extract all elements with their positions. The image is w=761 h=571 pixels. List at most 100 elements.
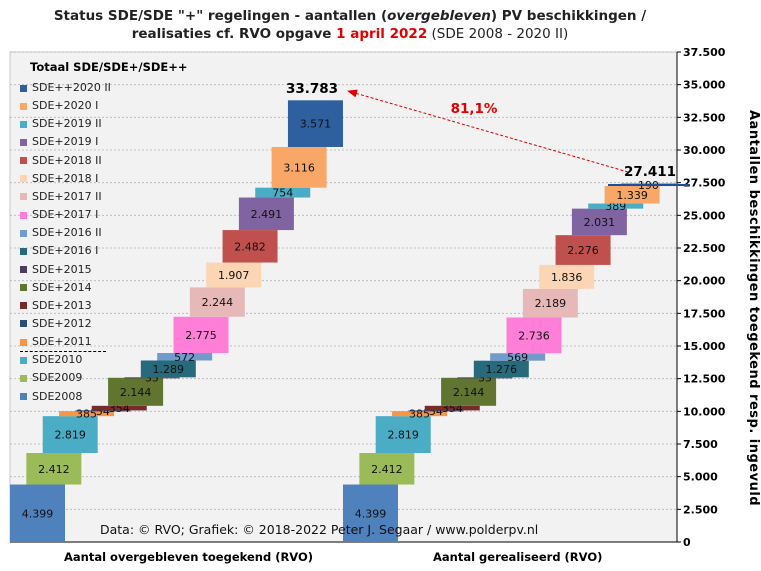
bar-data-label: 1.289 — [153, 363, 185, 376]
bar-segment — [91, 405, 147, 411]
credit-text: Data: © RVO; Grafiek: © 2018-2022 Peter … — [100, 522, 539, 537]
legend-label: SDE+2014 — [32, 280, 92, 294]
legend-item: SDE2009 — [20, 371, 82, 385]
legend-swatch — [20, 266, 27, 273]
x-label-right: Aantal gerealiseerd (RVO) — [433, 550, 603, 564]
x-label-left: Aantal overgebleven toegekend (RVO) — [64, 550, 314, 564]
bar-data-label: 3.571 — [300, 118, 332, 131]
legend-item: SDE+2016 I — [20, 244, 98, 258]
bar-segment — [408, 410, 464, 412]
y-tick-label: 22.500 — [683, 242, 726, 255]
bar-segment — [238, 197, 294, 231]
bar-data-label: 2.189 — [535, 297, 567, 310]
legend-label: SDE+2015 — [32, 262, 92, 276]
bar-data-label: 4.399 — [355, 507, 387, 520]
bar-data-label: 2.819 — [54, 429, 86, 442]
y-tick-label: 15.000 — [683, 340, 726, 353]
y-tick-label: 27.500 — [683, 177, 726, 190]
bar-data-label: 2.031 — [584, 216, 616, 229]
growth-percentage: 81,1% — [451, 101, 498, 117]
bar-segment — [473, 360, 529, 378]
legend-label: SDE+2017 I — [32, 208, 99, 222]
legend-item: SDE++2020 II — [20, 81, 111, 95]
bar-data-label: 2.819 — [387, 429, 419, 442]
bar-segment — [539, 264, 595, 289]
bar-segment — [604, 186, 660, 204]
legend-swatch — [20, 247, 27, 255]
bar-segment — [75, 410, 131, 412]
bar-segment — [375, 416, 431, 454]
y-tick-label: 30.000 — [683, 144, 726, 157]
legend-label: SDE2008 — [32, 389, 83, 403]
bar-segment — [343, 484, 398, 542]
bar-data-label: 1.276 — [486, 363, 518, 376]
legend-item: SDE+2019 II — [20, 117, 102, 131]
bar-segment — [457, 377, 513, 379]
bar-data-label: 2.491 — [251, 208, 283, 221]
legend-swatch — [20, 211, 27, 219]
total-label-left: 33.783 — [286, 81, 338, 97]
legend-swatch — [20, 374, 27, 382]
legend-swatch — [20, 84, 27, 92]
legend-item: SDE+2014 — [20, 281, 92, 295]
bar-data-label: 3.116 — [283, 161, 315, 174]
legend-swatch — [20, 320, 27, 328]
bar-segment — [59, 411, 115, 417]
bar-segment — [555, 235, 611, 265]
bar-data-label: 1.836 — [551, 271, 583, 284]
y-tick-label: 7.500 — [683, 438, 718, 451]
y-tick-label: 2.500 — [683, 503, 718, 516]
chart-title-line2: realisaties cf. RVO opgave 1 april 2022 … — [131, 26, 569, 42]
bar-data-label: 2.482 — [234, 240, 266, 253]
bar-segment — [392, 411, 448, 417]
legend-swatch — [20, 229, 27, 237]
bar-data-label: 2.144 — [453, 386, 485, 399]
legend-label: SDE+2017 II — [32, 189, 102, 203]
legend-label: SDE+2013 — [32, 298, 92, 312]
y-tick-label: 32.500 — [683, 111, 726, 124]
y-tick-label: 0 — [683, 536, 691, 549]
legend-label: SDE+2012 — [32, 316, 92, 330]
legend-item: SDE+2017 I — [20, 208, 98, 222]
y-axis-title: Aantallen beschikkingen toegekend resp. … — [746, 110, 761, 507]
bar-segment — [424, 405, 480, 411]
legend-swatch — [20, 302, 27, 310]
bar-data-label: 4.399 — [22, 507, 54, 520]
bar-segment — [441, 377, 497, 406]
legend-swatch — [20, 102, 27, 110]
y-tick-label: 12.500 — [683, 373, 726, 386]
chart-title-line1: Status SDE/SDE "+" regelingen - aantalle… — [53, 8, 647, 24]
y-tick-label: 10.000 — [683, 405, 726, 418]
bar-segment — [271, 146, 327, 188]
legend-label: SDE+2016 I — [32, 244, 99, 258]
bar-data-label: 2.736 — [518, 329, 550, 342]
legend-item: SDE+2019 I — [20, 135, 98, 149]
bar-segment — [222, 230, 278, 263]
bar-segment — [359, 453, 415, 485]
bar-segment — [157, 353, 213, 361]
legend-label: SDE++2020 II — [32, 81, 111, 94]
legend-item: SDE+2016 II — [20, 226, 102, 240]
legend-item: SDE+2017 II — [20, 190, 102, 204]
bar-segment — [490, 353, 546, 361]
legend-swatch — [20, 338, 27, 346]
bar-data-label: 569 — [507, 351, 528, 364]
legend-item: SDE+2018 I — [20, 172, 98, 186]
legend-swatch — [20, 393, 27, 401]
legend-item: SDE2008 — [20, 390, 82, 404]
legend-label: SDE+2019 II — [32, 117, 102, 131]
legend-label: SDE+2016 II — [32, 226, 102, 240]
bar-data-label: 2.412 — [38, 463, 70, 476]
y-tick-label: 25.000 — [683, 209, 726, 222]
legend-item: SDE+2015 — [20, 263, 92, 277]
bar-segment — [189, 287, 245, 317]
bar-data-label: 2.276 — [567, 244, 599, 257]
legend-swatch — [20, 120, 27, 128]
legend-item: SDE+2020 I — [20, 99, 98, 113]
y-tick-label: 17.500 — [683, 307, 726, 320]
legend-item: SDE+2013 — [20, 299, 92, 313]
bar-data-label: 2.412 — [371, 463, 403, 476]
bar-data-label: 1.907 — [218, 269, 250, 282]
legend-item: SDE+2012 — [20, 317, 92, 331]
